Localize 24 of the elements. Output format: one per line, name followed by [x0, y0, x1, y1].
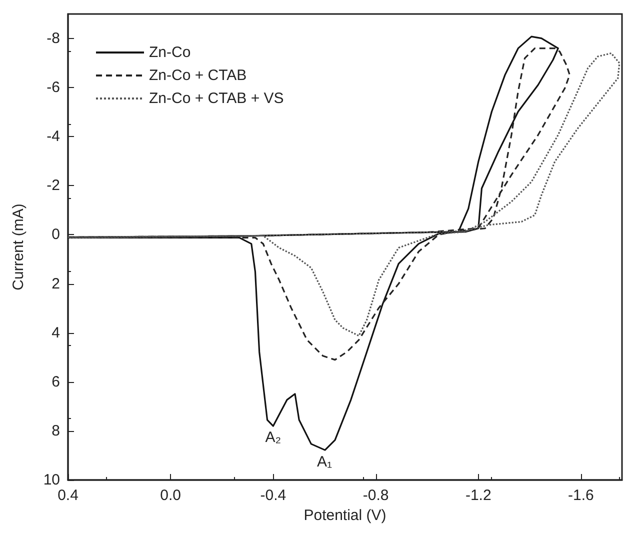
y-tick-label: 6 — [52, 373, 60, 390]
y-tick-label: 10 — [43, 472, 60, 488]
legend-label: Zn-Co + CTAB — [149, 67, 247, 84]
x-tick-label: -1.2 — [465, 487, 492, 504]
line-series — [67, 36, 559, 451]
y-tick-label: -6 — [46, 79, 60, 96]
x-tick-label: -0.4 — [260, 487, 286, 504]
y-tick-label: -4 — [46, 128, 60, 146]
y-tick-label: 4 — [52, 324, 60, 342]
y-tick-label: 0 — [52, 226, 60, 244]
legend-label: Zn-Co + CTAB + VS — [149, 90, 284, 107]
annotation: A₂ — [265, 429, 282, 446]
x-tick-label: 0.0 — [160, 487, 182, 504]
y-tick-label: -2 — [46, 177, 60, 194]
y-axis-title: Current (mA) — [10, 204, 27, 290]
annotation: A₁ — [316, 454, 332, 471]
x-tick-label: 0.4 — [58, 487, 78, 504]
legend-label: Zn-Co — [149, 44, 191, 61]
y-tick-label: 2 — [52, 275, 60, 292]
x-axis-title: Potential (V) — [304, 507, 386, 524]
x-tick-label: -0.8 — [362, 487, 389, 504]
y-tick-label: 8 — [52, 422, 60, 440]
y-tick-label: -8 — [46, 30, 60, 48]
x-tick-label: -1.6 — [568, 487, 594, 504]
